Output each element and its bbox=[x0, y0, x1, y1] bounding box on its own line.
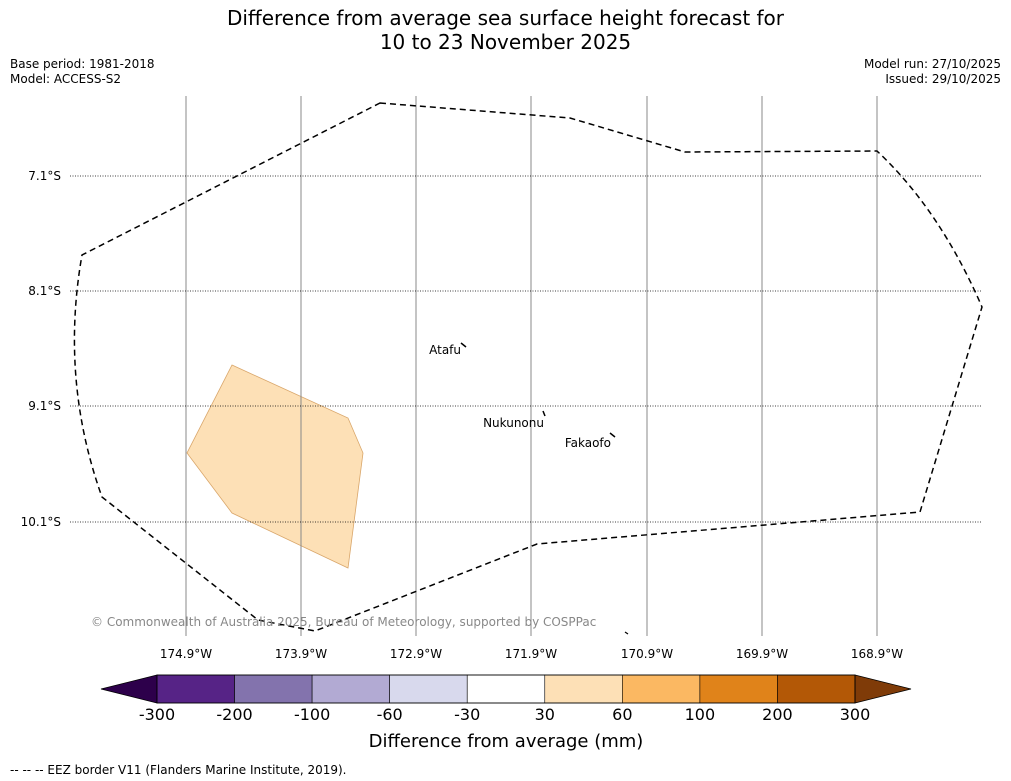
colorbar-under-triangle bbox=[100, 674, 158, 704]
anomaly-region bbox=[186, 364, 364, 569]
fakaofo-island bbox=[609, 432, 616, 438]
atafu-island bbox=[460, 342, 467, 348]
place-nukunonu: Nukunonu bbox=[483, 416, 544, 430]
colorbar-tick-label: -200 bbox=[216, 705, 252, 724]
colorbar-outline bbox=[156, 674, 856, 704]
eez-footnote: -- -- -- EEZ border V11 (Flanders Marine… bbox=[10, 763, 347, 777]
small-island-marker bbox=[624, 631, 629, 635]
lon-label-168-9: 168.9°W bbox=[851, 647, 903, 661]
lat-label-7-1: 7.1°S bbox=[28, 169, 61, 183]
model-name: Model: ACCESS-S2 bbox=[10, 72, 122, 86]
latitude-grid bbox=[70, 175, 982, 523]
colorbar-cell bbox=[156, 674, 235, 704]
colorbar-cell bbox=[389, 674, 468, 704]
meta-right: Model run: 27/10/2025 Issued: 29/10/2025 bbox=[864, 57, 1001, 87]
colorbar-cells bbox=[156, 674, 856, 704]
colorbar-label: Difference from average (mm) bbox=[369, 731, 644, 752]
meta-left: Base period: 1981-2018 Model: ACCESS-S2 bbox=[10, 57, 155, 87]
title-line-2: 10 to 23 November 2025 bbox=[379, 30, 632, 54]
colorbar-over-triangle bbox=[854, 674, 912, 704]
colorbar-cell bbox=[777, 674, 856, 704]
lon-label-171-9: 171.9°W bbox=[505, 647, 557, 661]
place-fakaofo: Fakaofo bbox=[565, 436, 611, 450]
lon-label-170-9: 170.9°W bbox=[621, 647, 673, 661]
colorbar-tick-label: -30 bbox=[454, 705, 480, 724]
lat-label-10-1: 10.1°S bbox=[21, 515, 61, 529]
colorbar-tick-label: -60 bbox=[377, 705, 403, 724]
base-period: Base period: 1981-2018 bbox=[10, 57, 155, 71]
colorbar: -300 -200 -100 -60 -30 30 60 100 200 300 Differen… bbox=[100, 674, 912, 752]
place-atafu: Atafu bbox=[429, 343, 461, 357]
colorbar-tick-label: 100 bbox=[685, 705, 716, 724]
eez-border bbox=[73, 102, 983, 632]
colorbar-ticks: -300 -200 -100 -60 -30 30 60 100 200 300 bbox=[139, 705, 870, 724]
colorbar-tick-label: -300 bbox=[139, 705, 175, 724]
copyright-text: © Commonwealth of Australia 2025, Bureau… bbox=[91, 615, 596, 629]
colorbar-cell bbox=[699, 674, 778, 704]
colorbar-cell bbox=[466, 674, 546, 704]
colorbar-tick-label: -100 bbox=[294, 705, 330, 724]
map-title: Difference from average sea surface heig… bbox=[0, 6, 1011, 54]
colorbar-cell bbox=[234, 674, 313, 704]
longitude-grid bbox=[185, 96, 878, 636]
lon-label-173-9: 173.9°W bbox=[275, 647, 327, 661]
issued-date: Issued: 29/10/2025 bbox=[885, 72, 1001, 86]
colorbar-cell bbox=[544, 674, 623, 704]
lon-label-169-9: 169.9°W bbox=[736, 647, 788, 661]
colorbar-tick-label: 300 bbox=[840, 705, 871, 724]
lat-label-8-1: 8.1°S bbox=[28, 284, 61, 298]
lon-label-172-9: 172.9°W bbox=[390, 647, 442, 661]
lat-label-9-1: 9.1°S bbox=[28, 399, 61, 413]
colorbar-tick-label: 200 bbox=[762, 705, 793, 724]
colorbar-tick-label: 30 bbox=[535, 705, 555, 724]
colorbar-cell bbox=[622, 674, 701, 704]
title-line-1: Difference from average sea surface heig… bbox=[226, 6, 785, 30]
model-run: Model run: 27/10/2025 bbox=[863, 57, 1001, 71]
colorbar-cell bbox=[311, 674, 390, 704]
lon-label-174-9: 174.9°W bbox=[160, 647, 212, 661]
nukunonu-island bbox=[542, 410, 546, 417]
colorbar-tick-label: 60 bbox=[612, 705, 632, 724]
